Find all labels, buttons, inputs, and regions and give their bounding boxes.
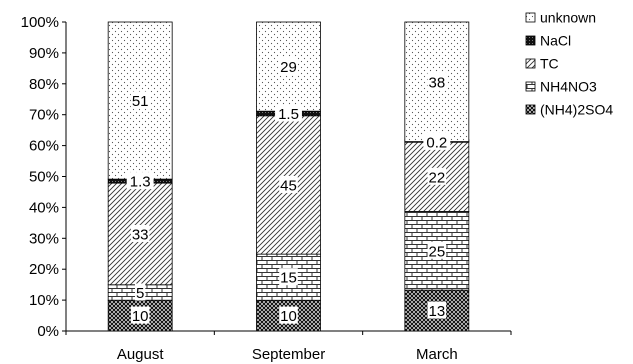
data-label: 38 — [428, 74, 445, 91]
legend-swatch — [525, 104, 536, 115]
data-label: 13 — [428, 303, 445, 320]
data-label-background — [279, 175, 298, 193]
data-label-background — [275, 104, 302, 122]
legend-label: unknown — [540, 10, 596, 26]
data-label: 1.5 — [278, 106, 299, 123]
data-label-background — [130, 306, 150, 324]
data-label-background — [279, 306, 298, 324]
y-tick-label: 90% — [29, 45, 59, 62]
legend-label: NH4NO3 — [540, 79, 597, 95]
legend-label: (NH4)2SO4 — [540, 102, 613, 118]
data-label-background — [135, 283, 146, 301]
data-label-background — [427, 301, 447, 319]
y-tick-label: 0% — [37, 323, 59, 340]
y-tick-label: 80% — [29, 76, 59, 93]
data-label-background — [427, 72, 447, 90]
data-label: 29 — [280, 59, 297, 76]
data-label: 45 — [280, 177, 297, 194]
y-tick-label: 100% — [21, 14, 59, 31]
data-label-background — [279, 57, 298, 75]
data-label: 10 — [132, 308, 149, 325]
data-label: 15 — [280, 270, 297, 287]
legend-swatch — [525, 35, 536, 46]
data-label-background — [130, 224, 150, 242]
legend-swatch — [525, 81, 536, 92]
axes: 0% 10% 20% 30% 40% 50% 60% 70% 80% 90% 100% August S… — [21, 14, 512, 363]
legend-swatch — [525, 12, 536, 23]
legend: unknown NaCl TC NH4NO3 (NH4)2SO4 — [525, 10, 613, 118]
data-label: 51 — [132, 93, 149, 110]
legend-swatch — [525, 58, 536, 69]
legend-label: NaCl — [540, 33, 571, 49]
data-label-background — [427, 167, 447, 185]
y-tick-label: 40% — [29, 199, 59, 216]
data-label: 5 — [136, 285, 144, 302]
legend-label: TC — [540, 56, 559, 72]
data-label: 1.3 — [130, 174, 151, 191]
data-label-background — [126, 172, 154, 190]
y-tick-label: 30% — [29, 230, 59, 247]
x-category-label: March — [416, 346, 458, 363]
data-label-background — [130, 91, 150, 109]
y-tick-label: 50% — [29, 169, 59, 186]
x-category-label: September — [252, 346, 325, 363]
data-label-background — [423, 132, 451, 150]
data-label-background — [279, 268, 298, 286]
data-labels: 10 5 33 1.3 51 10 15 45 1.5 29 13 25 22 0.2 38 — [126, 57, 451, 325]
data-label: 0.2 — [426, 134, 447, 151]
data-label: 22 — [428, 169, 445, 186]
y-tick-label: 20% — [29, 261, 59, 278]
y-tick-label: 60% — [29, 138, 59, 155]
data-label-background — [427, 241, 447, 259]
data-label: 10 — [280, 308, 297, 325]
y-tick-label: 10% — [29, 292, 59, 309]
data-label: 33 — [132, 226, 149, 243]
data-label: 25 — [428, 243, 445, 260]
x-category-label: August — [117, 346, 165, 363]
y-tick-label: 70% — [29, 107, 59, 124]
